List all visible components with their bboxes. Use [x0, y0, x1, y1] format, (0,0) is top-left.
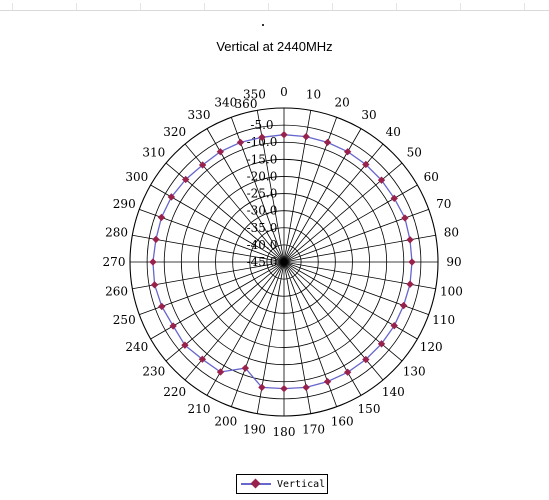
- angle-label-240: 240: [125, 340, 148, 354]
- center-hub: [280, 258, 288, 266]
- data-point-80: [406, 236, 414, 244]
- angle-label-90: 90: [446, 255, 461, 269]
- ruler-tick: [524, 3, 525, 10]
- angle-label-120: 120: [420, 340, 443, 354]
- radial-label: -45.0: [247, 255, 278, 269]
- ruler-tick: [204, 3, 205, 10]
- data-point-70: [401, 214, 409, 222]
- ruler-tick: [396, 3, 397, 10]
- angle-label-220: 220: [163, 385, 186, 399]
- angle-label-0: 0: [280, 85, 288, 99]
- radial-label: -25.0: [247, 187, 278, 201]
- data-point-10: [302, 132, 310, 141]
- angle-label-340: 340: [214, 95, 237, 109]
- angle-label-320: 320: [163, 125, 186, 139]
- radial-label: -20.0: [247, 169, 278, 183]
- data-point-220: [198, 355, 207, 363]
- angle-label-80: 80: [444, 225, 459, 239]
- legend-label: Vertical: [277, 478, 326, 490]
- data-point-180: [280, 384, 288, 393]
- data-point-200: [241, 364, 250, 372]
- angle-label-200: 200: [214, 415, 237, 429]
- ruler-tick: [76, 3, 77, 10]
- data-point-30: [343, 148, 352, 156]
- angle-label-100: 100: [440, 285, 463, 299]
- data-point-120: [390, 321, 398, 330]
- angle-label-110: 110: [432, 313, 455, 327]
- ruler-tick: [140, 3, 141, 10]
- grid-spoke: [230, 261, 285, 407]
- radial-label: -35.0: [247, 221, 278, 235]
- radial-label: -30.0: [247, 204, 278, 218]
- angle-label-40: 40: [386, 125, 401, 139]
- angle-label-260: 260: [105, 285, 128, 299]
- data-point-130: [377, 340, 386, 348]
- angle-label-160: 160: [331, 415, 354, 429]
- data-point-190: [258, 383, 266, 392]
- data-point-320: [198, 161, 207, 169]
- data-point-230: [181, 341, 189, 349]
- ruler-tick: [332, 3, 333, 10]
- radial-label: -15.0: [247, 152, 278, 166]
- ruler-tick: [460, 3, 461, 10]
- angle-label-310: 310: [142, 146, 165, 160]
- top-ruler: [0, 0, 549, 11]
- data-point-160: [323, 377, 332, 386]
- angle-label-50: 50: [407, 146, 422, 160]
- data-point-280: [152, 235, 160, 244]
- angle-label-130: 130: [403, 364, 426, 378]
- radial-label: -40.0: [247, 238, 278, 252]
- legend-marker: [241, 478, 275, 489]
- chart-title: Vertical at 2440MHz: [216, 39, 333, 54]
- angle-label-20: 20: [335, 95, 350, 109]
- angle-label-330: 330: [188, 108, 211, 122]
- angle-label-180: 180: [273, 425, 296, 439]
- data-point-290: [157, 213, 166, 222]
- data-point-60: [390, 194, 398, 203]
- data-point-270: [149, 258, 157, 266]
- stray-dot: [262, 24, 264, 26]
- legend: Vertical: [236, 474, 328, 494]
- data-point-100: [406, 280, 414, 288]
- angle-label-190: 190: [243, 422, 266, 436]
- angle-label-280: 280: [105, 225, 128, 239]
- angle-label-300: 300: [125, 170, 148, 184]
- data-point-0: [280, 131, 288, 139]
- angle-label-210: 210: [188, 402, 211, 416]
- angle-label-350: 350: [243, 88, 266, 102]
- data-point-240: [169, 322, 177, 330]
- angle-label-30: 30: [361, 108, 376, 122]
- data-point-210: [216, 368, 225, 376]
- data-point-170: [302, 383, 310, 392]
- angle-label-10: 10: [306, 88, 321, 102]
- angle-label-250: 250: [113, 313, 136, 327]
- data-point-150: [343, 368, 352, 376]
- data-point-310: [182, 175, 190, 184]
- data-point-90: [408, 258, 416, 266]
- ruler-tick: [12, 3, 13, 10]
- angle-label-360: 360: [235, 97, 258, 111]
- radial-label: -5.0: [250, 118, 273, 132]
- polar-grid: [129, 107, 439, 417]
- angle-label-230: 230: [142, 364, 165, 378]
- data-point-340: [236, 138, 245, 147]
- angle-label-150: 150: [358, 402, 381, 416]
- angle-label-290: 290: [113, 197, 136, 211]
- angle-label-60: 60: [424, 170, 439, 184]
- data-point-110: [399, 301, 408, 310]
- angle-label-70: 70: [436, 197, 451, 211]
- data-point-20: [323, 138, 332, 147]
- data-point-140: [362, 355, 370, 364]
- data-point-260: [150, 281, 159, 289]
- ruler-tick: [268, 3, 269, 10]
- angle-label-170: 170: [302, 422, 325, 436]
- angle-label-140: 140: [382, 385, 405, 399]
- data-point-250: [158, 302, 166, 311]
- angle-label-270: 270: [103, 255, 126, 269]
